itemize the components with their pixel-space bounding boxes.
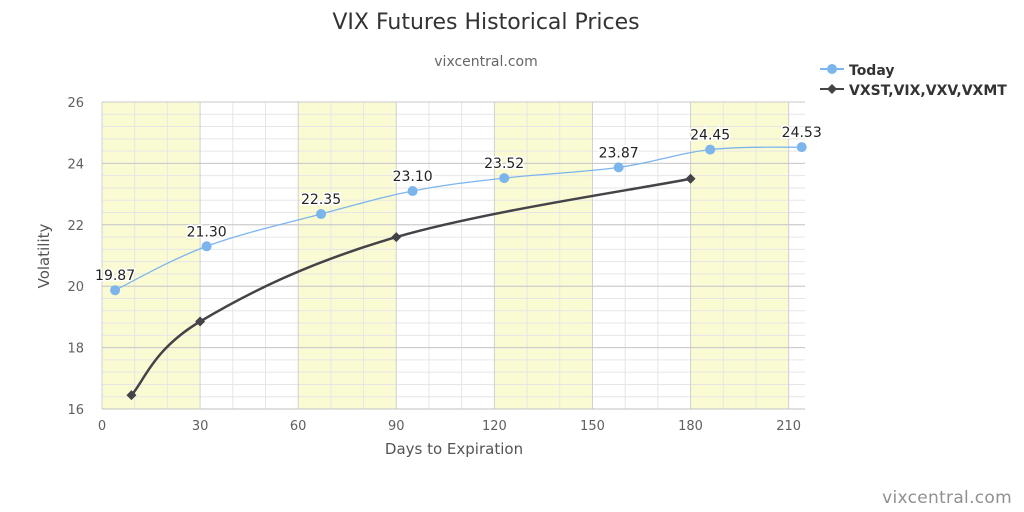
watermark-credit: vixcentral.com — [882, 488, 1012, 508]
chart-title: VIX Futures Historical Prices — [332, 10, 639, 35]
x-tick-label: 0 — [98, 419, 106, 434]
point-0-0 — [110, 285, 121, 296]
x-tick-label: 120 — [482, 419, 507, 434]
y-tick-label: 24 — [67, 157, 84, 172]
x-axis-title: Days to Expiration — [385, 440, 523, 458]
y-axis-title: Volatility — [35, 223, 53, 288]
point-1-0 — [126, 390, 137, 401]
point-0-2 — [316, 209, 327, 220]
x-tick-label: 180 — [678, 419, 703, 434]
legend-item-vxst[interactable]: VXST,VIX,VXV,VXMT — [820, 83, 1007, 99]
legend-label-vxst: VXST,VIX,VXV,VXMT — [849, 83, 1007, 99]
y-tick-label: 16 — [67, 403, 84, 418]
y-tick-label: 22 — [67, 219, 84, 234]
data-labels: 19.87 21.30 22.35 23.10 23.52 23.87 24.45 24.53 — [94, 124, 824, 286]
y-tick-label: 26 — [67, 96, 84, 111]
point-0-3 — [407, 186, 418, 197]
y-tick-label: 20 — [67, 280, 84, 295]
point-0-4 — [499, 173, 510, 184]
point-1-2 — [391, 232, 402, 243]
series-line-1 — [130, 177, 691, 397]
chart-subtitle: vixcentral.com — [434, 54, 537, 70]
data-label: 21.30 — [187, 224, 227, 240]
axes: 0 30 60 90 120 150 180 210 16 18 20 22 24 26 — [67, 96, 805, 434]
data-label: 22.35 — [301, 192, 341, 208]
x-tick-label: 210 — [776, 419, 801, 434]
point-1-3 — [685, 173, 696, 184]
x-tick-label: 150 — [580, 419, 605, 434]
point-0-1 — [201, 241, 212, 252]
x-tick-label: 90 — [388, 419, 405, 434]
data-label: 23.52 — [484, 156, 524, 172]
x-tick-label: 30 — [192, 419, 209, 434]
shaded-bands — [102, 102, 789, 409]
series-line-0 — [114, 146, 802, 291]
point-1-1 — [195, 316, 206, 327]
series-group — [110, 142, 807, 401]
grid-lines — [101, 101, 805, 410]
data-label: 24.53 — [782, 125, 822, 141]
x-tick-label: 60 — [290, 419, 307, 434]
y-tick-label: 18 — [67, 342, 84, 357]
legend: Today VXST,VIX,VXV,VXMT — [820, 63, 1007, 99]
shaded-band-1 — [298, 102, 397, 409]
legend-item-today[interactable]: Today — [820, 63, 894, 79]
point-0-6 — [705, 144, 716, 155]
legend-label-today: Today — [849, 63, 894, 79]
data-label: 23.87 — [599, 145, 639, 161]
data-label: 19.87 — [95, 268, 135, 284]
point-0-5 — [613, 162, 624, 173]
shaded-band-2 — [494, 102, 593, 409]
data-label: 23.10 — [393, 169, 433, 185]
point-0-7 — [796, 142, 807, 153]
data-label: 24.45 — [690, 128, 730, 144]
